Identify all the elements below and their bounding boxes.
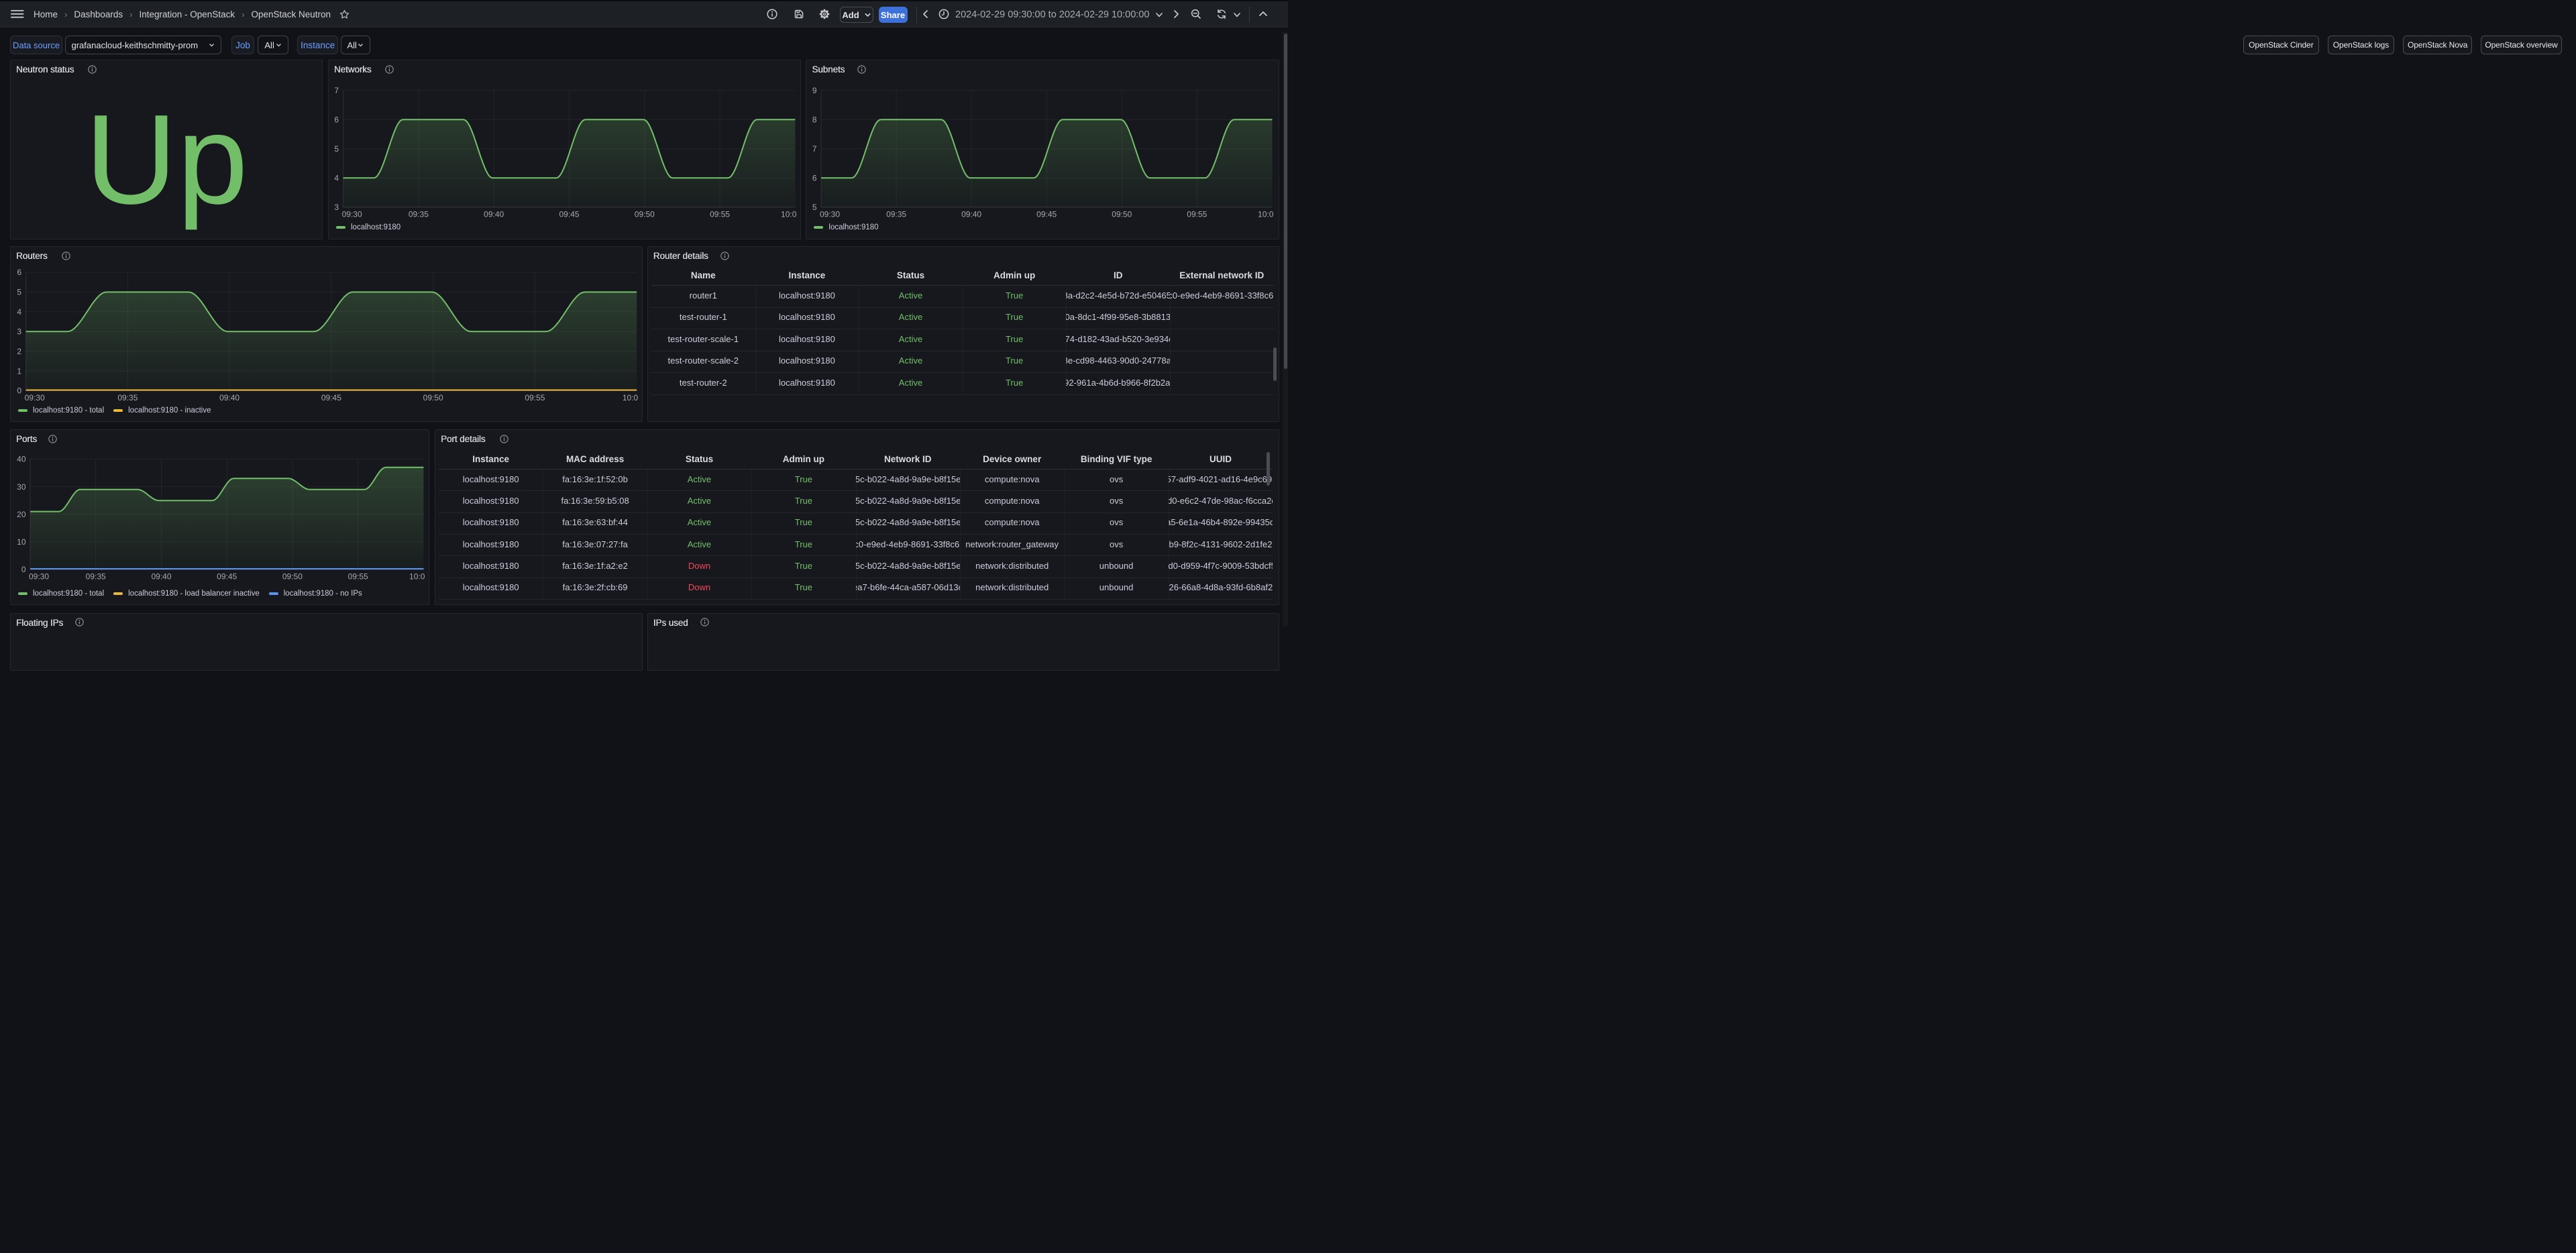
svg-text:10:0: 10:0 (409, 572, 425, 582)
svg-text:7: 7 (334, 86, 339, 95)
svg-text:30: 30 (17, 482, 26, 492)
svg-text:09:30: 09:30 (29, 572, 49, 582)
svg-text:09:35: 09:35 (886, 209, 906, 219)
svg-text:8: 8 (812, 115, 817, 125)
svg-text:09:30: 09:30 (342, 209, 362, 219)
svg-text:09:50: 09:50 (282, 572, 303, 582)
svg-text:09:45: 09:45 (559, 209, 579, 219)
svg-text:4: 4 (17, 307, 21, 317)
svg-text:09:35: 09:35 (86, 572, 106, 582)
svg-text:6: 6 (17, 268, 21, 277)
svg-text:9: 9 (812, 86, 817, 95)
svg-text:40: 40 (17, 455, 26, 464)
svg-text:5: 5 (17, 288, 21, 297)
svg-text:3: 3 (334, 203, 339, 212)
svg-text:09:40: 09:40 (151, 572, 171, 582)
svg-text:09:30: 09:30 (820, 209, 840, 219)
svg-text:09:35: 09:35 (117, 393, 138, 402)
svg-text:6: 6 (812, 174, 817, 183)
svg-text:0: 0 (17, 386, 21, 396)
svg-text:1: 1 (17, 366, 21, 376)
svg-text:5: 5 (812, 203, 817, 212)
svg-text:09:55: 09:55 (1187, 209, 1208, 219)
svg-text:09:35: 09:35 (409, 209, 429, 219)
svg-text:09:30: 09:30 (25, 393, 45, 402)
svg-text:09:45: 09:45 (321, 393, 341, 402)
svg-text:10:0: 10:0 (623, 393, 639, 402)
svg-text:10:0: 10:0 (781, 209, 797, 219)
svg-text:0: 0 (21, 565, 26, 574)
svg-text:09:45: 09:45 (217, 572, 237, 582)
svg-text:09:55: 09:55 (710, 209, 730, 219)
svg-text:09:50: 09:50 (423, 393, 443, 402)
svg-text:6: 6 (334, 115, 339, 125)
svg-text:09:45: 09:45 (1037, 209, 1057, 219)
svg-text:10:0: 10:0 (1258, 209, 1274, 219)
svg-text:5: 5 (334, 144, 339, 154)
svg-text:20: 20 (17, 510, 26, 519)
svg-text:4: 4 (334, 174, 339, 183)
svg-text:09:50: 09:50 (635, 209, 655, 219)
svg-text:7: 7 (812, 144, 817, 154)
svg-text:2: 2 (17, 347, 21, 356)
svg-text:09:55: 09:55 (348, 572, 368, 582)
svg-text:09:50: 09:50 (1112, 209, 1132, 219)
svg-text:10: 10 (17, 537, 26, 547)
svg-text:3: 3 (17, 327, 21, 336)
svg-text:09:40: 09:40 (484, 209, 504, 219)
svg-text:09:55: 09:55 (525, 393, 545, 402)
svg-text:09:40: 09:40 (961, 209, 981, 219)
svg-text:09:40: 09:40 (219, 393, 239, 402)
